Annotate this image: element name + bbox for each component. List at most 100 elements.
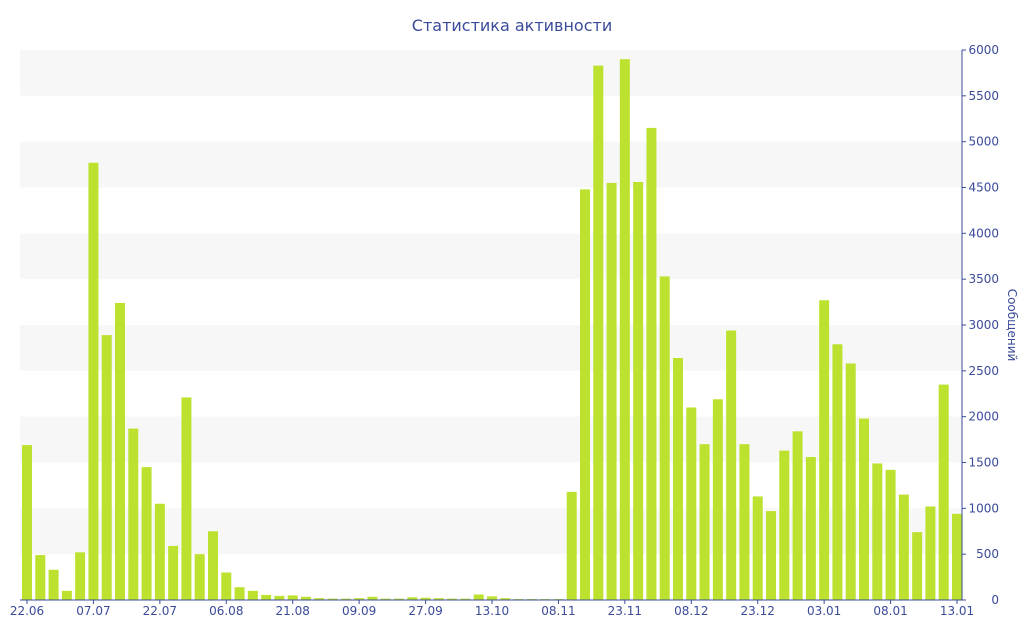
y-tick-label: 4500 bbox=[968, 181, 999, 195]
y-tick-label: 4000 bbox=[968, 226, 999, 240]
bar bbox=[819, 300, 830, 600]
bar bbox=[420, 597, 431, 600]
y-tick-label: 3000 bbox=[968, 318, 999, 332]
y-axis-label: Сообщений bbox=[1005, 289, 1019, 362]
grid-band bbox=[20, 233, 962, 280]
bar bbox=[845, 363, 856, 600]
bar bbox=[487, 596, 497, 600]
bar bbox=[659, 276, 670, 600]
bar bbox=[832, 344, 843, 600]
grid-band bbox=[20, 325, 962, 371]
x-tick-label: 07.07 bbox=[76, 604, 110, 618]
x-tick-label: 06.08 bbox=[209, 604, 243, 618]
x-tick-label: 03.01 bbox=[807, 604, 841, 618]
x-tick-label: 22.06 bbox=[10, 604, 44, 618]
bar bbox=[261, 594, 272, 600]
bar bbox=[433, 598, 444, 600]
x-tick-label: 08.01 bbox=[873, 604, 907, 618]
y-tick-label: 5000 bbox=[968, 135, 999, 149]
bar bbox=[234, 587, 245, 600]
bar bbox=[88, 162, 99, 600]
grid-band bbox=[20, 141, 962, 188]
bar bbox=[792, 431, 803, 600]
y-tick-label: 2500 bbox=[968, 364, 999, 378]
grid-band bbox=[20, 416, 962, 463]
bar bbox=[314, 598, 325, 600]
bar bbox=[154, 503, 165, 600]
y-tick-label: 6000 bbox=[968, 43, 999, 57]
x-tick-label: 09.09 bbox=[342, 604, 376, 618]
bar bbox=[673, 358, 683, 600]
x-tick-label: 27.09 bbox=[408, 604, 442, 618]
grid-band bbox=[20, 50, 962, 96]
bar bbox=[712, 399, 723, 600]
bar bbox=[447, 598, 458, 600]
bar bbox=[805, 457, 816, 600]
bar bbox=[500, 598, 511, 600]
bar bbox=[566, 491, 577, 600]
x-tick-label: 13.10 bbox=[475, 604, 509, 618]
x-tick-label: 08.11 bbox=[541, 604, 575, 618]
bar bbox=[354, 598, 365, 600]
y-tick-label: 1500 bbox=[968, 456, 999, 470]
bar bbox=[898, 494, 909, 600]
y-tick-label: 2000 bbox=[968, 410, 999, 424]
bar bbox=[168, 545, 179, 600]
y-tick-label: 5500 bbox=[968, 89, 999, 103]
bar bbox=[128, 428, 139, 600]
bar bbox=[779, 450, 790, 600]
bar bbox=[22, 445, 32, 600]
bar bbox=[872, 463, 883, 600]
x-tick-label: 13.01 bbox=[940, 604, 974, 618]
bar bbox=[766, 511, 776, 600]
bar bbox=[938, 384, 949, 600]
y-tick-label: 3500 bbox=[968, 272, 999, 286]
bar bbox=[367, 596, 378, 600]
bar bbox=[340, 598, 351, 600]
bar bbox=[35, 555, 46, 600]
x-tick-label: 08.12 bbox=[674, 604, 708, 618]
bar bbox=[181, 397, 192, 600]
bar bbox=[885, 469, 896, 600]
bar bbox=[912, 532, 923, 600]
bar bbox=[274, 595, 285, 600]
bar bbox=[593, 65, 604, 601]
x-tick-label: 23.11 bbox=[608, 604, 642, 618]
y-tick-label: 1000 bbox=[968, 501, 999, 515]
bar bbox=[61, 590, 72, 600]
bar bbox=[686, 407, 697, 600]
bar bbox=[115, 303, 125, 600]
chart-title: Статистика активности bbox=[412, 16, 612, 35]
bar bbox=[75, 552, 86, 600]
bar bbox=[327, 598, 338, 600]
bar bbox=[247, 590, 258, 600]
x-tick-label: 21.08 bbox=[276, 604, 310, 618]
bar bbox=[101, 335, 112, 600]
bar bbox=[859, 418, 869, 600]
bar bbox=[194, 554, 205, 600]
bar bbox=[952, 513, 962, 600]
bar bbox=[394, 598, 404, 600]
bar bbox=[925, 506, 936, 600]
bar bbox=[301, 596, 311, 600]
bar bbox=[221, 572, 232, 600]
bar bbox=[739, 444, 750, 600]
bar bbox=[287, 595, 298, 600]
bar bbox=[460, 598, 471, 600]
bar bbox=[619, 59, 630, 600]
y-tick-label: 0 bbox=[991, 593, 999, 607]
bar bbox=[699, 444, 710, 600]
bar bbox=[606, 182, 617, 600]
y-tick-label: 500 bbox=[976, 547, 999, 561]
x-tick-label: 23.12 bbox=[741, 604, 775, 618]
bar bbox=[752, 496, 763, 600]
bar bbox=[580, 189, 590, 601]
bar bbox=[633, 182, 644, 600]
bar bbox=[473, 594, 484, 600]
bar bbox=[726, 330, 737, 600]
x-tick-label: 22.07 bbox=[143, 604, 177, 618]
bar bbox=[141, 467, 152, 600]
bar bbox=[208, 531, 218, 600]
bar bbox=[646, 127, 657, 601]
